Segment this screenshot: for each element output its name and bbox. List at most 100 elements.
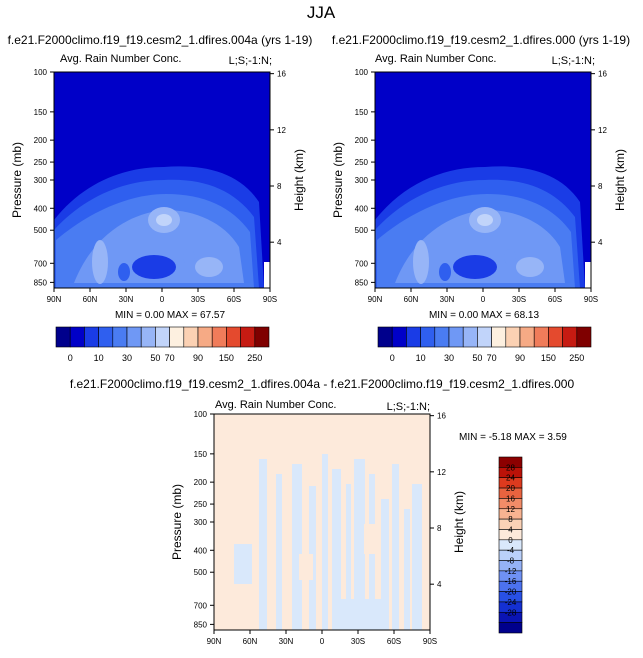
colorbar-swatch xyxy=(55,326,71,348)
y2-tick-label: 16 xyxy=(277,70,286,79)
y-axis-label: Pressure (mb) xyxy=(331,142,345,218)
colorbar-label: 50 xyxy=(150,353,160,363)
colorbar-label: -28 xyxy=(505,608,517,617)
y-tick-label: 700 xyxy=(194,601,208,610)
panel-1-colorbar: 0 10 30 50 70 90 150 250 xyxy=(55,326,270,363)
colorbar-label: 4 xyxy=(508,525,513,534)
field-band xyxy=(292,464,302,630)
field-band xyxy=(364,524,376,554)
x-tick-label: 0 xyxy=(320,637,325,646)
x-tick-label: 90N xyxy=(368,295,383,304)
colorbar-swatch xyxy=(420,326,436,348)
y2-axis-label: Height (km) xyxy=(452,491,466,553)
colorbar-swatch xyxy=(576,326,592,348)
y-tick-label: 150 xyxy=(34,108,48,117)
colorbar-label: 10 xyxy=(94,353,104,363)
field-band xyxy=(334,599,384,630)
panel-3-stats: MIN = -5.18 MAX = 3.59 xyxy=(459,432,567,443)
colorbar-swatch xyxy=(169,326,185,348)
colorbar-label: 150 xyxy=(541,353,556,363)
colorbar-swatch xyxy=(155,326,170,348)
y2-tick-label: 4 xyxy=(437,580,442,589)
colorbar-swatch xyxy=(140,326,156,348)
colorbar-swatch xyxy=(491,326,507,348)
x-tick-label: 90N xyxy=(47,295,62,304)
x-tick-label: 0 xyxy=(481,295,486,304)
x-tick-label: 0 xyxy=(160,295,165,304)
colorbar-label: 70 xyxy=(165,353,175,363)
field-contour xyxy=(504,249,516,265)
y-tick-label: 500 xyxy=(355,226,369,235)
panel-1-plot: 100 150 200 250 300 400 500 700 850 16 12 8 4 90N 60N 3… xyxy=(10,68,306,304)
field-band xyxy=(354,459,365,630)
y-tick-label: 400 xyxy=(194,546,208,555)
colorbar-label: 0 xyxy=(390,353,395,363)
y2-tick-label: 4 xyxy=(277,238,282,247)
y-tick-label: 850 xyxy=(34,278,48,287)
colorbar-label: 250 xyxy=(247,353,262,363)
x-tick-label: 60S xyxy=(227,295,241,304)
y2-tick-label: 16 xyxy=(598,70,607,79)
panel-3: f.e21.F2000climo.f19_f19.cesm2_1.dfires.… xyxy=(70,377,575,646)
colorbar-label: -16 xyxy=(505,577,517,586)
y-tick-label: 400 xyxy=(34,204,48,213)
field-contour xyxy=(477,214,493,226)
colorbar-swatch xyxy=(498,622,523,634)
y-tick-label: 300 xyxy=(355,176,369,185)
colorbar-swatch xyxy=(240,326,256,348)
x-tick-label: 60N xyxy=(83,295,98,304)
colorbar-swatch xyxy=(448,326,464,348)
colorbar-swatch xyxy=(519,326,535,348)
x-tick-label: 30N xyxy=(440,295,455,304)
colorbar-label: 0 xyxy=(508,536,513,545)
colorbar-label: -24 xyxy=(505,598,517,607)
panel-1-heading: f.e21.F2000climo.f19_f19.cesm2_1.dfires.… xyxy=(8,33,313,47)
panel-2-plot: 100 150 200 250 300 400 500 700 850 16 12 8 4 90N 60N 3… xyxy=(331,68,627,304)
colorbar-label: -4 xyxy=(507,546,515,555)
colorbar-label: 250 xyxy=(569,353,584,363)
panel-2-heading: f.e21.F2000climo.f19_f19.cesm2_1.dfires.… xyxy=(332,33,630,47)
panel-1-subtitle: Avg. Rain Number Conc. xyxy=(60,53,181,65)
field-band xyxy=(332,469,341,630)
x-tick-label: 30S xyxy=(191,295,205,304)
x-tick-label: 30S xyxy=(512,295,526,304)
y-tick-label: 700 xyxy=(355,259,369,268)
y-tick-label: 500 xyxy=(194,568,208,577)
colorbar-label: 150 xyxy=(219,353,234,363)
colorbar-label: 10 xyxy=(416,353,426,363)
y2-tick-label: 12 xyxy=(277,126,286,135)
colorbar-label: 24 xyxy=(506,474,515,483)
colorbar-swatch xyxy=(377,326,393,348)
field-contour xyxy=(183,249,195,265)
field-band xyxy=(381,499,389,630)
colorbar-label: -8 xyxy=(507,557,515,566)
y-tick-label: 200 xyxy=(355,136,369,145)
colorbar-swatch xyxy=(211,326,227,348)
y-tick-label: 250 xyxy=(34,158,48,167)
y-tick-label: 300 xyxy=(194,518,208,527)
x-tick-label: 90S xyxy=(263,295,277,304)
y-tick-label: 250 xyxy=(355,158,369,167)
colorbar-label: -20 xyxy=(505,588,517,597)
panel-1-corner-label: L;S;-1:N; xyxy=(229,55,272,67)
x-tick-label: 60N xyxy=(404,295,419,304)
colorbar-label: 30 xyxy=(444,353,454,363)
y-tick-label: 850 xyxy=(194,620,208,629)
colorbar-label: 12 xyxy=(506,505,515,514)
field-band xyxy=(234,544,252,584)
colorbar-label: 16 xyxy=(506,494,515,503)
field-band xyxy=(412,484,422,630)
colorbar-label: 20 xyxy=(506,484,515,493)
y-tick-label: 700 xyxy=(34,259,48,268)
field-band xyxy=(299,554,313,580)
y-tick-label: 300 xyxy=(34,176,48,185)
x-tick-label: 30N xyxy=(119,295,134,304)
y-tick-label: 500 xyxy=(34,226,48,235)
field-band xyxy=(585,262,591,288)
colorbar-swatch xyxy=(112,326,128,348)
x-tick-label: 30S xyxy=(351,637,365,646)
y-tick-label: 200 xyxy=(194,478,208,487)
y2-axis-label: Height (km) xyxy=(613,149,627,211)
y2-tick-label: 8 xyxy=(277,182,282,191)
